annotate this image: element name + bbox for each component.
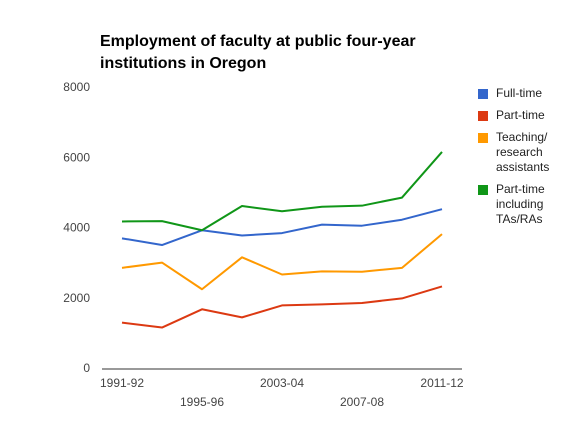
x-tick-label: 1995-96 — [180, 395, 224, 409]
series-line — [121, 208, 443, 247]
legend-swatch — [478, 133, 488, 143]
y-tick-label: 2000 — [63, 291, 90, 305]
x-tick-label: 1991-92 — [100, 376, 144, 390]
x-tick-label: 2011-12 — [420, 376, 463, 390]
y-tick-label: 0 — [83, 361, 90, 375]
x-tick-label: 2003-04 — [260, 376, 304, 390]
legend-label: Part-time — [496, 108, 545, 122]
legend-swatch — [478, 111, 488, 121]
series-line — [121, 285, 443, 329]
y-tick-label: 8000 — [63, 80, 90, 94]
legend-swatch — [478, 89, 488, 99]
y-tick-label: 6000 — [63, 150, 90, 164]
legend-label: Teaching/research assistants — [496, 130, 549, 174]
y-tick-label: 4000 — [63, 221, 90, 235]
chart-title: Employment of faculty at public four-yea… — [100, 33, 416, 72]
series-line — [121, 233, 443, 291]
x-tick-label: 2007-08 — [340, 395, 384, 409]
legend-label: Full-time — [496, 86, 542, 100]
legend-swatch — [478, 185, 488, 195]
legend-label: Part-time including TAs/RAs — [496, 182, 545, 226]
series-line — [121, 151, 443, 232]
